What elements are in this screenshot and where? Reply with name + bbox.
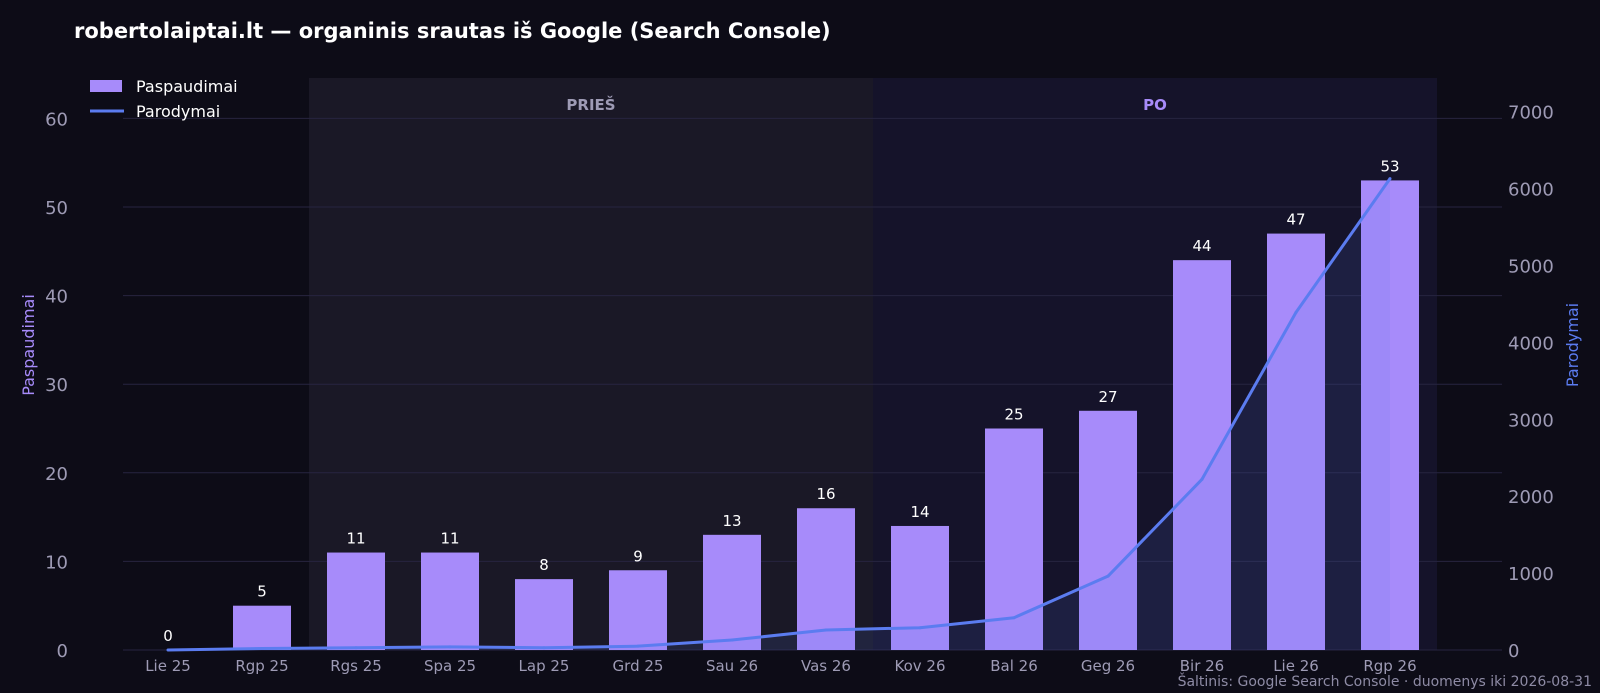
y-tick-label-right: 6000 <box>1508 180 1554 201</box>
y-tick-label-right: 1000 <box>1508 564 1554 585</box>
y-tick-label-left: 60 <box>45 109 68 130</box>
line-layer <box>166 177 1392 652</box>
bar <box>421 552 479 650</box>
region-label-before: PRIEŠ <box>566 95 615 114</box>
region-label-after: PO <box>1143 96 1167 114</box>
legend-label-line: Parodymai <box>136 102 220 121</box>
line-point <box>730 638 734 642</box>
bar-value-label: 44 <box>1192 237 1211 255</box>
x-tick-label: Geg 26 <box>1081 657 1135 675</box>
x-tick-label: Lie 25 <box>145 657 191 675</box>
line-point <box>542 646 546 650</box>
x-tick-label: Bal 26 <box>990 657 1038 675</box>
line-point <box>354 646 358 650</box>
line-area-fill <box>168 178 1390 650</box>
line-point <box>1294 310 1298 314</box>
bar <box>1173 260 1231 650</box>
bar <box>609 570 667 650</box>
region-before <box>309 78 873 650</box>
x-tick-label: Lie 26 <box>1273 657 1319 675</box>
bar-layer <box>233 180 1419 651</box>
line-point <box>824 628 828 632</box>
bar-value-label: 53 <box>1380 157 1399 175</box>
y-tick-label-left: 0 <box>57 641 68 662</box>
bar-value-label: 9 <box>633 547 643 565</box>
line-point <box>1388 177 1392 181</box>
line-series <box>167 177 1392 652</box>
x-tick-label: Lap 25 <box>519 657 570 675</box>
x-tick-label: Sau 26 <box>706 657 758 675</box>
y-tick-label-left: 40 <box>45 287 68 308</box>
y-tick-label-right: 7000 <box>1508 103 1554 124</box>
bar <box>327 552 385 650</box>
y-tick-label-left: 50 <box>45 198 68 219</box>
source-note: Šaltinis: Google Search Console · duomen… <box>1178 672 1592 690</box>
bar-value-label: 25 <box>1004 406 1023 424</box>
bar-value-label: 5 <box>257 583 267 601</box>
bar <box>1079 410 1137 650</box>
legend-label-bar: Paspaudimai <box>136 77 238 96</box>
line-point <box>1200 477 1204 481</box>
bar-value-label: 47 <box>1286 211 1305 229</box>
y-tick-label-left: 30 <box>45 375 68 396</box>
x-tick-label: Rgs 25 <box>330 657 382 675</box>
region-after <box>873 78 1437 650</box>
line-point <box>166 648 170 652</box>
y-tick-label-right: 5000 <box>1508 257 1554 278</box>
y-axis-label-left: Paspaudimai <box>19 294 38 396</box>
y-tick-label-right: 2000 <box>1508 487 1554 508</box>
x-tick-label: Rgp 26 <box>1363 657 1416 675</box>
legend-swatch-bar <box>90 80 122 92</box>
region-layer: PRIEŠ PO <box>309 78 1437 650</box>
y-tick-label-left: 20 <box>45 464 68 485</box>
x-tick-label: Spa 25 <box>424 657 476 675</box>
bar <box>797 508 855 650</box>
x-tick-label: Vas 26 <box>801 657 851 675</box>
chart-title: robertolaiptai.lt — organinis srautas iš… <box>74 19 831 43</box>
bar-value-label: 8 <box>539 556 549 574</box>
y-tick-label-right: 4000 <box>1508 333 1554 354</box>
y-tick-label-right: 0 <box>1508 641 1519 662</box>
bar-value-label: 0 <box>163 627 173 645</box>
x-tick-label: Grd 25 <box>613 657 664 675</box>
bar <box>1267 233 1325 650</box>
bar-value-label: 14 <box>910 503 929 521</box>
y-tick-label-left: 10 <box>45 552 68 573</box>
legend: Paspaudimai Parodymai <box>90 77 238 121</box>
bar <box>703 534 761 650</box>
bar <box>233 605 291 650</box>
x-tick-label: Bir 26 <box>1180 657 1224 675</box>
bar <box>1361 180 1419 651</box>
y-tick-label-right: 3000 <box>1508 410 1554 431</box>
bar-value-label: 11 <box>346 530 365 548</box>
bar <box>515 579 573 650</box>
line-point <box>918 626 922 630</box>
y-axis-label-right: Parodymai <box>1563 303 1582 387</box>
bar-value-label: 11 <box>440 530 459 548</box>
x-tick-label: Kov 26 <box>895 657 946 675</box>
bar-value-label: 16 <box>816 485 835 503</box>
line-point <box>636 644 640 648</box>
line-point <box>260 646 264 650</box>
x-tick-label: Rgp 25 <box>235 657 288 675</box>
bar-value-label: 13 <box>722 512 741 530</box>
line-point <box>1012 616 1016 620</box>
bar-value-label: 27 <box>1098 388 1117 406</box>
bar <box>985 428 1043 650</box>
label-layer: 0 5 11 11 8 9 13 16 14 25 27 44 47 53 <box>163 157 1399 645</box>
line-point <box>448 645 452 649</box>
line-point <box>1106 574 1110 578</box>
axis-layer: 0102030405060010002000300040005000600070… <box>45 103 1554 675</box>
